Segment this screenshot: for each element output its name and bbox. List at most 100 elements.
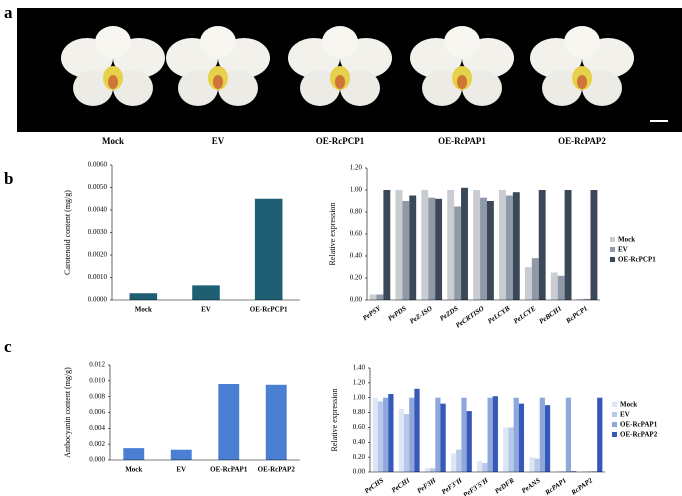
bar bbox=[398, 408, 404, 472]
bar bbox=[388, 394, 394, 472]
legend-label: OE-RcPAP1 bbox=[620, 421, 658, 429]
y-axis-label: Anthocyanin content (mg/g) bbox=[63, 367, 72, 458]
panel-label: c bbox=[4, 337, 12, 356]
x-tick-label: RcPAP1 bbox=[543, 476, 568, 496]
y-tick-label: 1.40 bbox=[353, 364, 366, 372]
x-tick-label: RcPCP1 bbox=[564, 304, 589, 325]
flower-caption: OE-RcPAP2 bbox=[558, 136, 606, 146]
y-axis-label: Relative expression bbox=[328, 203, 337, 266]
bar bbox=[395, 190, 403, 300]
y-tick-label: 0.80 bbox=[353, 408, 366, 416]
bar bbox=[564, 190, 572, 300]
bar bbox=[414, 388, 420, 472]
bar bbox=[571, 471, 577, 472]
bar bbox=[369, 294, 377, 300]
bar bbox=[560, 471, 566, 472]
bar bbox=[581, 471, 587, 472]
x-tick-label: PeANS bbox=[520, 476, 542, 495]
x-tick-label: RcPAP2 bbox=[569, 476, 594, 496]
bar bbox=[576, 298, 584, 300]
bar bbox=[550, 272, 558, 300]
bar bbox=[557, 275, 565, 300]
y-tick-label: 0.012 bbox=[89, 361, 105, 369]
bar bbox=[192, 285, 220, 300]
bar bbox=[486, 201, 494, 300]
x-tick-label: PeBCH1 bbox=[538, 304, 564, 325]
flower-caption: OE-RcPCP1 bbox=[316, 136, 365, 146]
bar bbox=[440, 403, 446, 472]
bar bbox=[372, 397, 378, 472]
bar bbox=[450, 453, 457, 472]
y-tick-label: 0.010 bbox=[89, 376, 105, 384]
x-tick-label: PeF3'5'H bbox=[462, 476, 490, 496]
bar bbox=[170, 449, 192, 460]
y-tick-label: 0.40 bbox=[350, 252, 363, 260]
bar bbox=[383, 190, 391, 300]
y-tick-label: 1.20 bbox=[353, 378, 366, 386]
y-tick-label: 0.0000 bbox=[88, 296, 108, 304]
bar bbox=[409, 397, 415, 472]
x-tick-label: OE-RcPAP2 bbox=[258, 466, 296, 474]
bar bbox=[421, 190, 429, 300]
x-tick-label: EV bbox=[201, 306, 211, 314]
legend-label: Mock bbox=[620, 401, 637, 409]
bar bbox=[428, 197, 436, 300]
y-axis-label: Carotenoid content (mg/g) bbox=[63, 190, 72, 275]
bar bbox=[513, 397, 519, 472]
bar bbox=[590, 190, 598, 300]
legend-swatch bbox=[612, 422, 617, 427]
bar bbox=[531, 258, 539, 300]
bar bbox=[534, 458, 540, 472]
legend-swatch bbox=[612, 402, 617, 407]
y-tick-label: 1.20 bbox=[350, 164, 363, 172]
x-tick-label: PeCHS bbox=[363, 476, 385, 495]
bar bbox=[539, 397, 545, 472]
x-tick-label: PePDS bbox=[386, 304, 408, 322]
bar bbox=[482, 463, 488, 472]
y-tick-label: 0.0050 bbox=[88, 183, 108, 191]
y-tick-label: 0.20 bbox=[353, 453, 366, 461]
x-tick-label: PeZ-ISO bbox=[408, 304, 434, 325]
bar bbox=[265, 384, 287, 460]
bar bbox=[454, 206, 462, 300]
y-axis-label: Relative expression bbox=[330, 389, 339, 452]
bar bbox=[402, 201, 410, 300]
x-tick-label: PeLCYE bbox=[512, 304, 538, 325]
bar bbox=[456, 449, 462, 472]
bar bbox=[583, 298, 591, 300]
bar bbox=[480, 197, 487, 300]
y-tick-label: 0.00 bbox=[350, 296, 363, 304]
bar bbox=[383, 397, 389, 472]
y-tick-label: 1.00 bbox=[353, 393, 366, 401]
x-tick-label: PeDFR bbox=[493, 476, 516, 495]
bar bbox=[529, 457, 535, 472]
x-tick-label: PeF3H bbox=[416, 476, 438, 495]
legend-label: OE-RcPAP2 bbox=[620, 431, 658, 439]
bar bbox=[508, 427, 514, 472]
legend-swatch bbox=[610, 237, 615, 242]
x-tick-label: PeCRTISO bbox=[454, 304, 485, 329]
bar bbox=[461, 397, 467, 472]
bar bbox=[538, 190, 546, 300]
y-tick-label: 0.0030 bbox=[88, 228, 108, 236]
y-tick-label: 0.0020 bbox=[88, 251, 108, 259]
bar bbox=[503, 427, 509, 472]
bar bbox=[129, 293, 158, 300]
bar bbox=[447, 190, 455, 300]
x-tick-label: PeLCYB bbox=[486, 304, 512, 325]
y-tick-label: 0.004 bbox=[89, 424, 105, 432]
flower-caption: OE-RcPAP1 bbox=[438, 136, 486, 146]
bar bbox=[473, 190, 481, 300]
y-tick-label: 0.20 bbox=[350, 274, 363, 282]
y-tick-label: 0.60 bbox=[350, 230, 363, 238]
bar bbox=[591, 471, 598, 472]
legend-label: EV bbox=[618, 246, 628, 254]
x-tick-label: PePSY bbox=[361, 304, 382, 322]
legend-swatch bbox=[610, 247, 615, 252]
x-tick-label: Mock bbox=[135, 306, 152, 314]
x-tick-label: PeCHI bbox=[390, 476, 411, 494]
flower-caption: EV bbox=[212, 136, 225, 146]
bar bbox=[586, 471, 592, 472]
bar bbox=[435, 397, 441, 472]
